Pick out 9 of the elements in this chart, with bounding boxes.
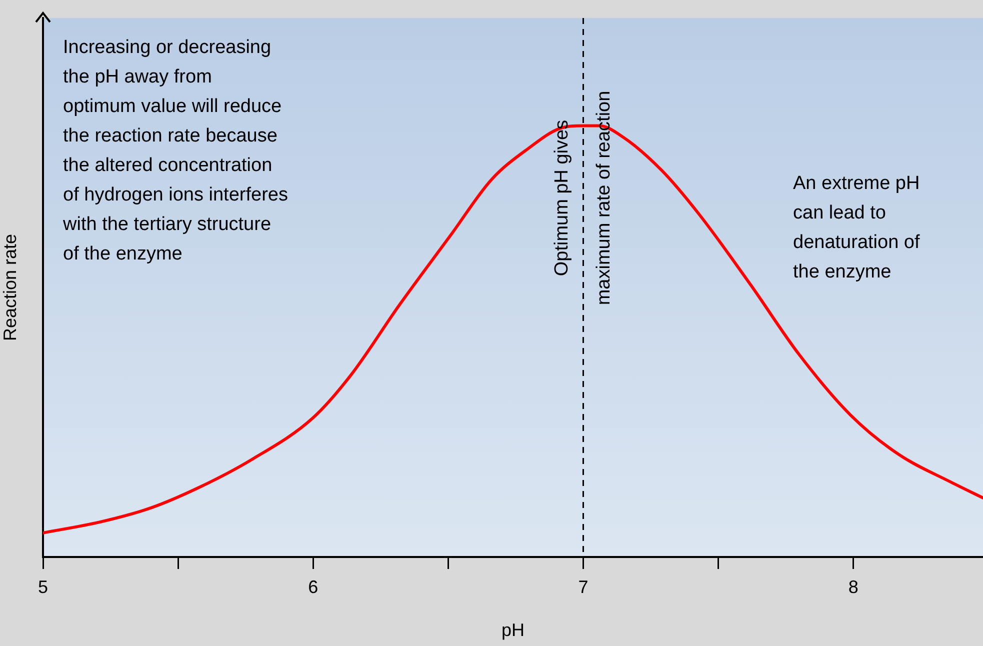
- annotation: An extreme pH can lead to denaturation of the enzyme: [793, 173, 920, 283]
- y-axis-title: Reaction rate: [0, 234, 20, 342]
- x-tick-label: 8: [848, 576, 858, 597]
- x-tick-label: 7: [578, 576, 588, 597]
- x-tick-label: 5: [38, 576, 48, 597]
- x-axis-title: pH: [501, 620, 525, 640]
- annotation: Increasing or decreasing the pH away from optimum value will reduce the reaction rate because the altered concentration of hydrogen ions interferes with the tertiary structure of the enzyme: [62, 37, 288, 265]
- x-tick-label: 6: [308, 576, 318, 597]
- ref-line-label: Optimum pH gives maximum rate of reaction: [551, 90, 614, 306]
